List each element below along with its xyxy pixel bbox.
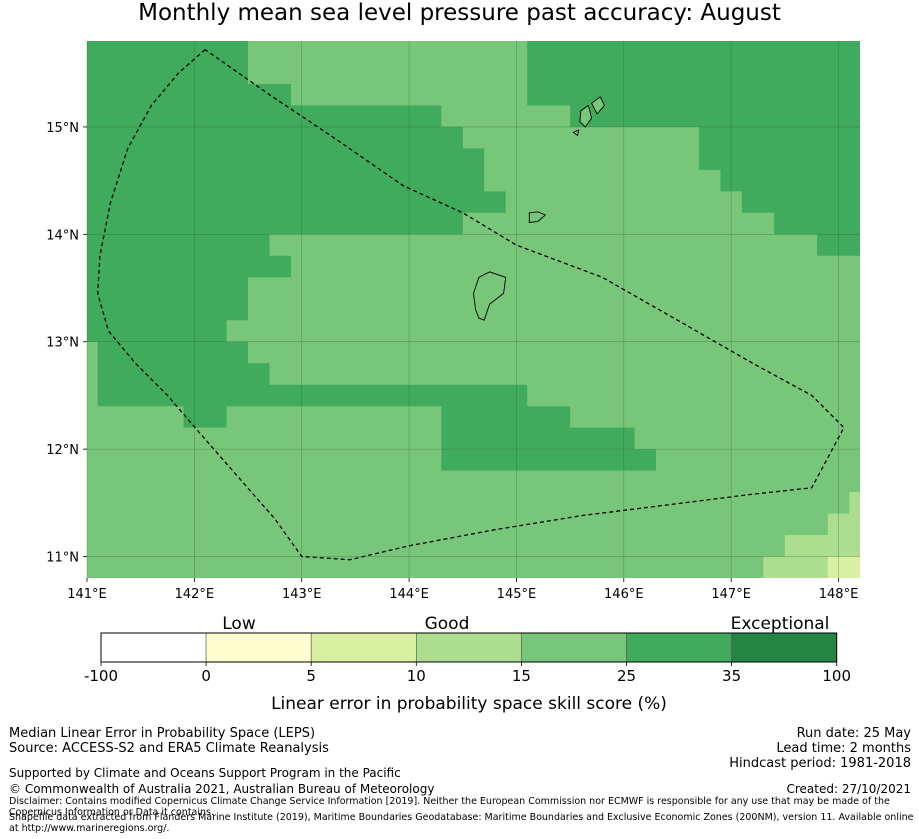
lat-tick-label: 15°N: [46, 121, 79, 136]
colorbar-segment: [100, 632, 207, 663]
colorbar-title: Linear error in probability space skill …: [271, 694, 667, 714]
island-outline: [528, 211, 547, 224]
lon-tick-label: 145°E: [497, 587, 537, 602]
lat-tick-label: 13°N: [46, 336, 79, 351]
colorbar-tick-label: 5: [306, 667, 316, 685]
lon-tick-label: 142°E: [175, 587, 215, 602]
skill-map: 141°E 142°E 143°E 144°E 145°E 146°E 147°E 148°E…: [46, 41, 860, 602]
colorbar-segment: [310, 632, 417, 663]
category-label: Low: [222, 614, 256, 634]
colorbar-segment: [731, 632, 837, 663]
colorbar-tick-label: 100: [822, 667, 851, 685]
colorbar-frame: [100, 632, 838, 663]
footer-lead-time: Lead time: 2 months: [776, 741, 911, 756]
skill-region-pale-southeast: [827, 556, 860, 578]
footer-disclaimer: Disclaimer: Contains modified Copernicus…: [9, 796, 890, 818]
footer-support-line: Supported by Climate and Oceans Support …: [9, 766, 401, 780]
lat-tick-label: 14°N: [46, 228, 79, 243]
lat-tick-label: 11°N: [46, 551, 79, 566]
category-label: Good: [425, 614, 470, 634]
island-outline: [579, 104, 593, 128]
island-outline: [591, 96, 606, 115]
footer-hindcast-period: Hindcast period: 1981-2018: [729, 756, 911, 771]
colorbar-tick-label: 0: [201, 667, 211, 685]
colorbar-segment: [626, 632, 732, 663]
footer-copyright-line: © Commonwealth of Australia 2021, Austra…: [9, 782, 435, 796]
colorbar-tick-label: 10: [407, 667, 426, 685]
map-title: Monthly mean sea level pressure past acc…: [138, 0, 781, 26]
colorbar-tick-label: 25: [617, 667, 636, 685]
footer-shapefile-credit: Shapefile data extracted from Flanders M…: [9, 812, 914, 834]
footer-source-line: Source: ACCESS-S2 and ERA5 Climate Reana…: [9, 741, 329, 756]
colorbar-legend: Low Good Exceptional -100 0 5 10 15 25 35 100 Linea…: [84, 614, 851, 714]
category-label: Exceptional: [731, 614, 830, 634]
lon-tick-label: 144°E: [389, 587, 429, 602]
colorbar-tick-label: -100: [84, 667, 118, 685]
lon-tick-label: 143°E: [282, 587, 322, 602]
colorbar-segment: [415, 632, 522, 663]
island-outline: [572, 129, 580, 137]
lat-tick-label: 12°N: [46, 443, 79, 458]
lon-tick-label: 141°E: [67, 587, 107, 602]
footer-leps-line: Median Linear Error in Probability Space…: [9, 726, 316, 741]
footer-run-date: Run date: 25 May: [796, 726, 911, 741]
colorbar-tick-label: 15: [512, 667, 531, 685]
lon-tick-label: 147°E: [711, 587, 751, 602]
skill-region-good-west: [87, 41, 656, 471]
island-outline: [473, 271, 507, 321]
colorbar-segment: [205, 632, 312, 663]
colorbar-tick-label: 35: [722, 667, 741, 685]
lon-tick-label: 146°E: [604, 587, 644, 602]
footer-created-date: Created: 27/10/2021: [786, 782, 911, 796]
colorbar-segment: [521, 632, 627, 663]
eez-boundary: [97, 49, 845, 561]
lon-tick-label: 148°E: [819, 587, 859, 602]
skill-region-good-northeast: [527, 41, 860, 256]
